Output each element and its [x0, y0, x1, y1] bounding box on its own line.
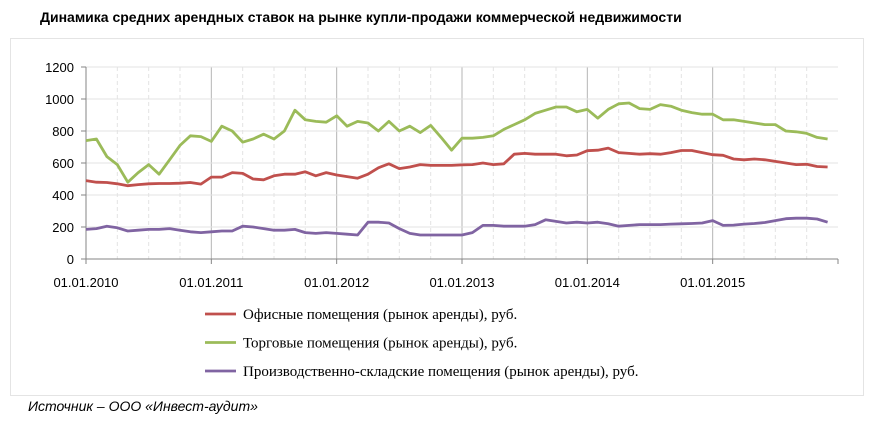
source-note: Источник – ООО «Инвест-аудит»	[28, 398, 258, 414]
legend-label: Торговые помещения (рынок аренды), руб.	[243, 336, 517, 352]
x-tick-label: 01.01.2012	[304, 275, 369, 290]
chart-title: Динамика средних арендных ставок на рынк…	[40, 9, 682, 25]
y-tick-label: 600	[52, 156, 74, 171]
chart-frame	[10, 38, 864, 396]
series-line-2	[85, 101, 828, 184]
y-tick-label: 0	[67, 252, 74, 267]
y-tick-label: 800	[52, 124, 74, 139]
y-tick-label: 200	[52, 220, 74, 235]
x-tick-label: 01.01.2013	[429, 275, 494, 290]
series-line-1	[85, 146, 828, 188]
x-tick-label: 01.01.2010	[53, 275, 118, 290]
x-tick-label: 01.01.2014	[555, 275, 620, 290]
y-tick-label: 1000	[45, 92, 74, 107]
legend-label: Офисные помещения (рынок аренды), руб.	[243, 307, 517, 323]
legend-label: Производственно-складские помещения (рын…	[243, 364, 638, 380]
y-tick-label: 1200	[45, 60, 74, 75]
x-tick-label: 01.01.2011	[179, 275, 243, 290]
series-line-3	[85, 216, 829, 237]
x-tick-label: 01.01.2015	[680, 275, 745, 290]
y-tick-label: 400	[52, 188, 74, 203]
